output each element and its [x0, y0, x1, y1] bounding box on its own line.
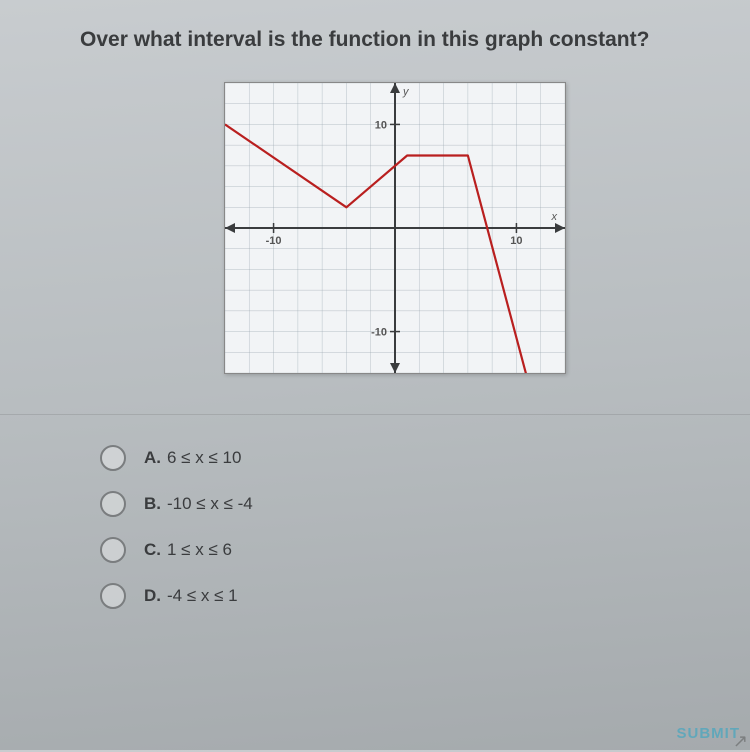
option-text: 6 ≤ x ≤ 10	[167, 448, 241, 468]
option-text: -10 ≤ x ≤ -4	[167, 494, 253, 514]
divider	[0, 414, 750, 415]
svg-text:10: 10	[375, 119, 387, 131]
option-a[interactable]: A. 6 ≤ x ≤ 10	[100, 445, 710, 471]
option-b[interactable]: B. -10 ≤ x ≤ -4	[100, 491, 710, 517]
radio-a[interactable]	[100, 445, 126, 471]
option-letter: C.	[144, 540, 161, 560]
svg-text:-10: -10	[266, 235, 282, 247]
option-text: -4 ≤ x ≤ 1	[167, 586, 238, 606]
answer-options: A. 6 ≤ x ≤ 10 B. -10 ≤ x ≤ -4 C. 1 ≤ x ≤…	[80, 445, 710, 609]
option-letter: D.	[144, 586, 161, 606]
option-text: 1 ≤ x ≤ 6	[167, 540, 232, 560]
radio-b[interactable]	[100, 491, 126, 517]
graph-panel: -1010-1010xy	[224, 82, 566, 374]
function-graph: -1010-1010xy	[225, 83, 565, 373]
option-letter: B.	[144, 494, 161, 514]
radio-c[interactable]	[100, 537, 126, 563]
svg-text:-10: -10	[371, 327, 387, 339]
option-d[interactable]: D. -4 ≤ x ≤ 1	[100, 583, 710, 609]
submit-button[interactable]: SUBMIT	[677, 725, 741, 742]
option-c[interactable]: C. 1 ≤ x ≤ 6	[100, 537, 710, 563]
corner-arrow-icon: ↗	[733, 731, 748, 752]
option-letter: A.	[144, 448, 161, 468]
question-text: Over what interval is the function in th…	[80, 28, 710, 52]
svg-text:10: 10	[510, 235, 522, 247]
svg-text:x: x	[551, 211, 558, 223]
radio-d[interactable]	[100, 583, 126, 609]
